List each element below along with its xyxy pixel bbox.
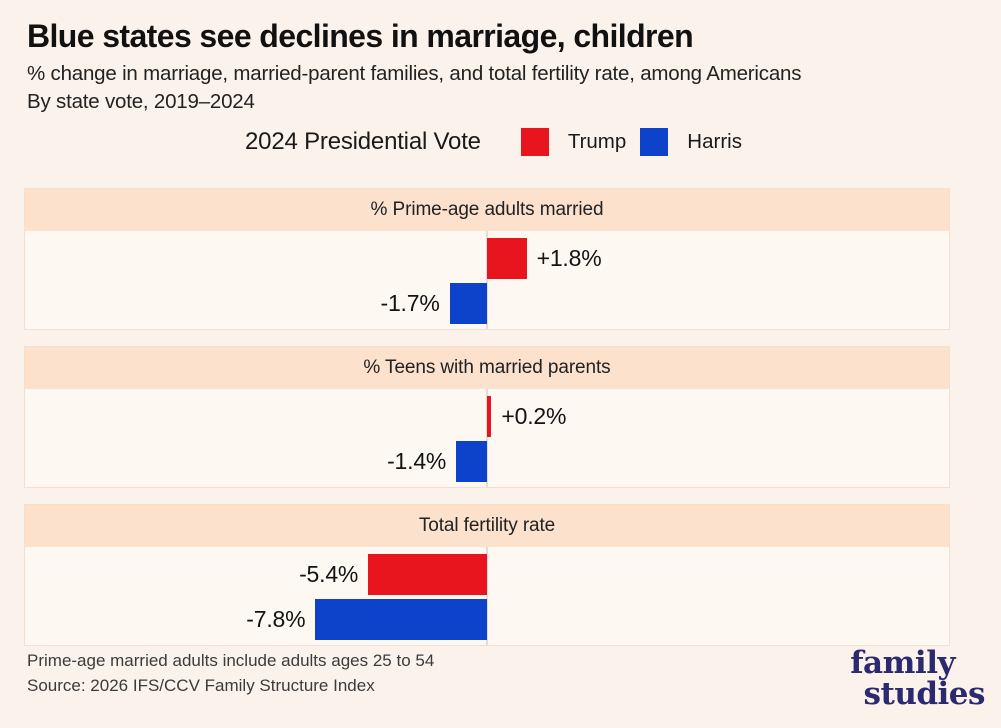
panel-total-fertility-rate: Total fertility rate -5.4% -7.8% [24,504,950,646]
panel-teens-married-parents: % Teens with married parents +0.2% -1.4% [24,346,950,488]
bar-value-label-trump: +0.2% [501,403,567,429]
panel-header: Total fertility rate [25,505,949,547]
bar-harris [449,283,487,324]
zero-baseline [486,389,488,487]
panel-header: % Teens with married parents [25,347,949,389]
plot-area: -5.4% -7.8% [25,547,949,645]
panel-header: % Prime-age adults married [25,189,949,231]
page-title: Blue states see declines in marriage, ch… [27,18,694,54]
bar-value-label-harris: -1.7% [380,290,440,316]
bar-harris [315,599,487,640]
bar-value-label-harris: -7.8% [246,606,306,632]
footer-notes: Prime-age married adults include adults … [27,649,434,698]
panel-prime-age-married: % Prime-age adults married +1.8% -1.7% [24,188,950,330]
bar-value-label-trump: +1.8% [536,245,602,271]
legend-title: 2024 Presidential Vote [245,128,481,155]
bar-value-label-trump: -5.4% [299,561,359,587]
legend-item-harris: Harris [640,128,742,156]
legend-label-harris: Harris [687,130,742,153]
plot-area: +1.8% -1.7% [25,231,949,329]
logo-word-studies: studies [863,676,986,712]
zero-baseline [486,547,488,645]
family-studies-logo: family studies [850,648,985,710]
zero-baseline [486,231,488,329]
page-subtitle: % change in marriage, married-parent fam… [27,60,801,116]
legend-label-trump: Trump [567,130,627,153]
bar-trump [487,396,492,437]
logo-word-family: family [850,645,955,681]
bar-trump [368,554,487,595]
bar-harris [456,441,487,482]
source-note: Source: 2026 IFS/CCV Family Structure In… [27,675,375,695]
legend-item-trump: Trump [520,128,627,156]
legend: 2024 Presidential Vote Trump Harris [0,128,1001,156]
subtitle-line-2: By state vote, 2019–2024 [27,90,255,113]
harris-color-swatch [640,128,669,156]
plot-area: +0.2% -1.4% [25,389,949,487]
bar-value-label-harris: -1.4% [387,448,447,474]
bar-trump [487,238,527,279]
subtitle-line-1: % change in marriage, married-parent fam… [27,62,802,85]
trump-color-swatch [520,128,549,156]
footnote: Prime-age married adults include adults … [27,651,435,670]
